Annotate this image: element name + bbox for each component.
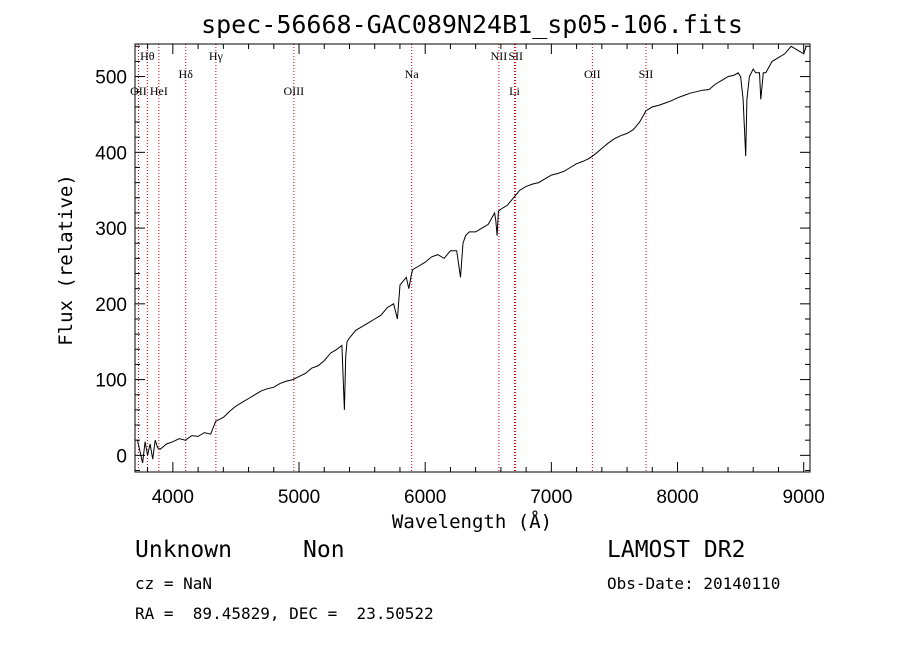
x-axis: 4000 5000 6000 7000 8000 9000	[147, 44, 825, 508]
x-tick-label: 9000	[783, 487, 825, 508]
x-tick-label: 5000	[278, 487, 320, 508]
object-subclass: Non	[303, 537, 345, 563]
spectrum-line	[137, 45, 807, 464]
spectrum-series	[137, 45, 807, 464]
y-axis-label: Flux (relative)	[55, 174, 77, 346]
survey-name: LAMOST DR2	[607, 537, 746, 563]
y-tick-label: 500	[95, 68, 127, 89]
spectral-line-label: Li	[509, 84, 520, 98]
spectral-line-label: SII	[639, 67, 654, 81]
y-tick-label: 400	[95, 143, 127, 164]
spectral-line-label: HeI	[150, 84, 168, 98]
spectral-line-label: OIII	[284, 84, 305, 98]
x-tick-label: 7000	[530, 487, 572, 508]
redshift-value: cz = NaN	[135, 574, 213, 593]
spectral-line-label: OII	[130, 84, 147, 98]
spectral-line-label: SII	[508, 49, 523, 63]
spectral-line-label: Hδ	[179, 67, 194, 81]
coordinates: RA = 89.45829, DEC = 23.50522	[135, 604, 434, 623]
observation-date: Obs-Date: 20140110	[607, 574, 781, 593]
chart-title: spec-56668-GAC089N24B1_sp05-106.fits	[201, 10, 743, 39]
y-tick-label: 0	[116, 446, 127, 467]
plot-frame	[134, 43, 811, 473]
object-class: Unknown	[135, 537, 232, 563]
spectral-line-label: Na	[405, 67, 420, 81]
y-tick-label: 100	[95, 371, 127, 392]
spectral-line-label: NII	[491, 49, 508, 63]
spectral-line-label: OII	[584, 67, 601, 81]
x-tick-label: 6000	[404, 487, 446, 508]
spectral-line-label: Hγ	[209, 49, 224, 63]
spectral-line-label: Hθ	[140, 49, 155, 63]
x-axis-label: Wavelength (Å)	[392, 510, 552, 533]
x-tick-label: 8000	[656, 487, 698, 508]
y-axis: 0 100 200 300 400 500	[95, 45, 810, 471]
x-tick-label: 4000	[152, 487, 194, 508]
y-tick-label: 300	[95, 219, 127, 240]
y-tick-label: 200	[95, 295, 127, 316]
